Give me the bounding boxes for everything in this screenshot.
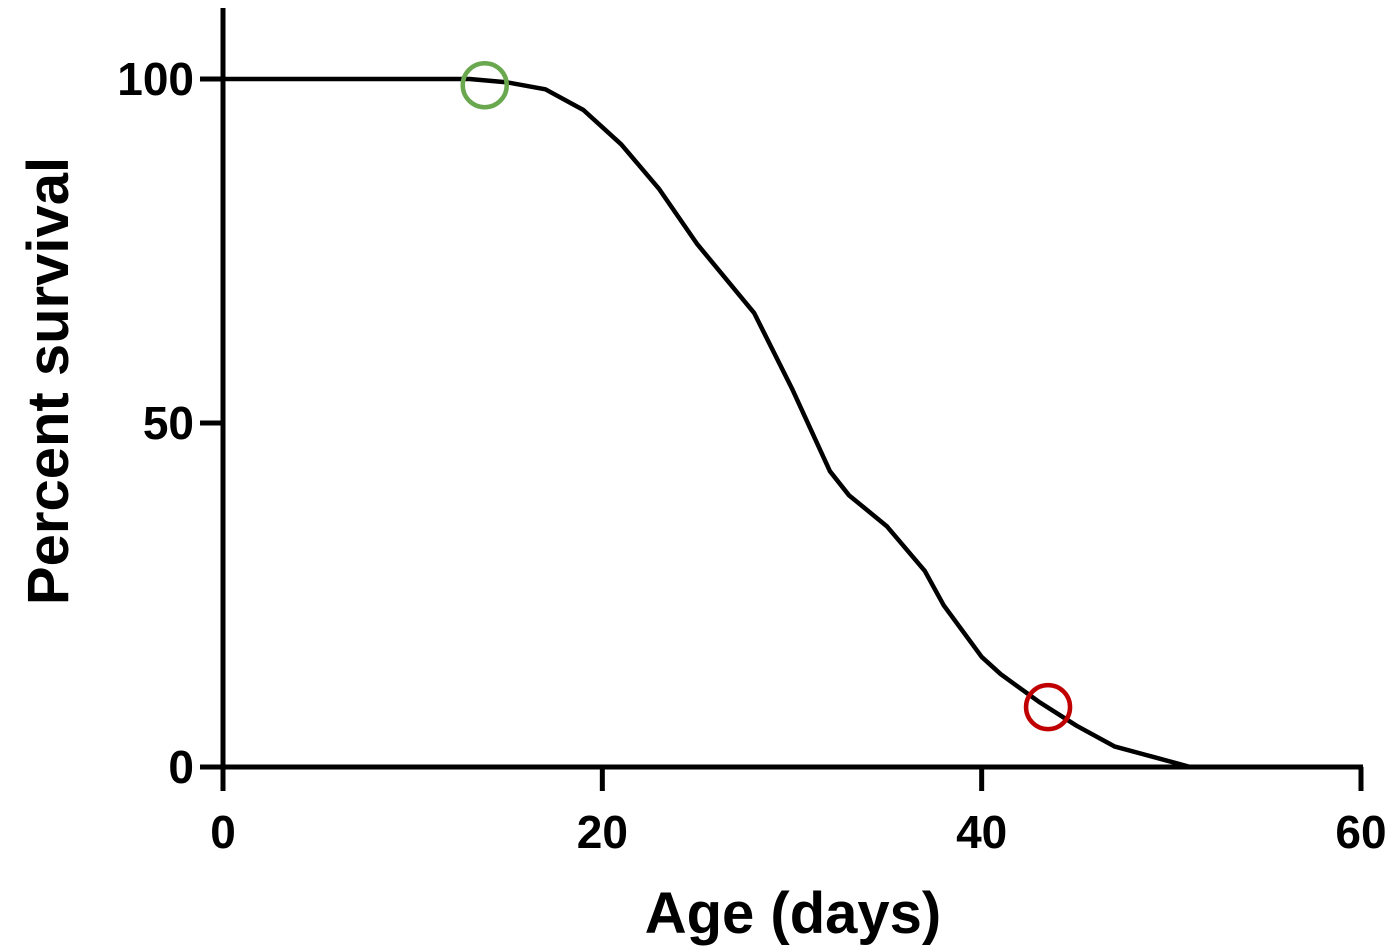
x-tick-label: 20 (577, 806, 628, 858)
highlight-marker (1023, 682, 1073, 732)
axes (200, 8, 1364, 791)
x-axis-title: Age (days) (645, 881, 942, 946)
y-tick-label: 100 (117, 53, 194, 105)
x-tick-label: 60 (1335, 806, 1386, 858)
y-axis-title: Percent survival (16, 157, 81, 605)
highlight-marker (460, 60, 509, 110)
y-tick-label: 0 (168, 741, 194, 793)
x-tick-label: 0 (210, 806, 236, 858)
marker-layer (460, 60, 1073, 732)
series-layer (220, 76, 1193, 770)
tick-labels: 0 20 40 60 0 50 100 (117, 53, 1386, 858)
x-tick-label: 40 (956, 806, 1007, 858)
y-tick-label: 50 (143, 397, 194, 449)
survival-curve (220, 76, 1193, 770)
